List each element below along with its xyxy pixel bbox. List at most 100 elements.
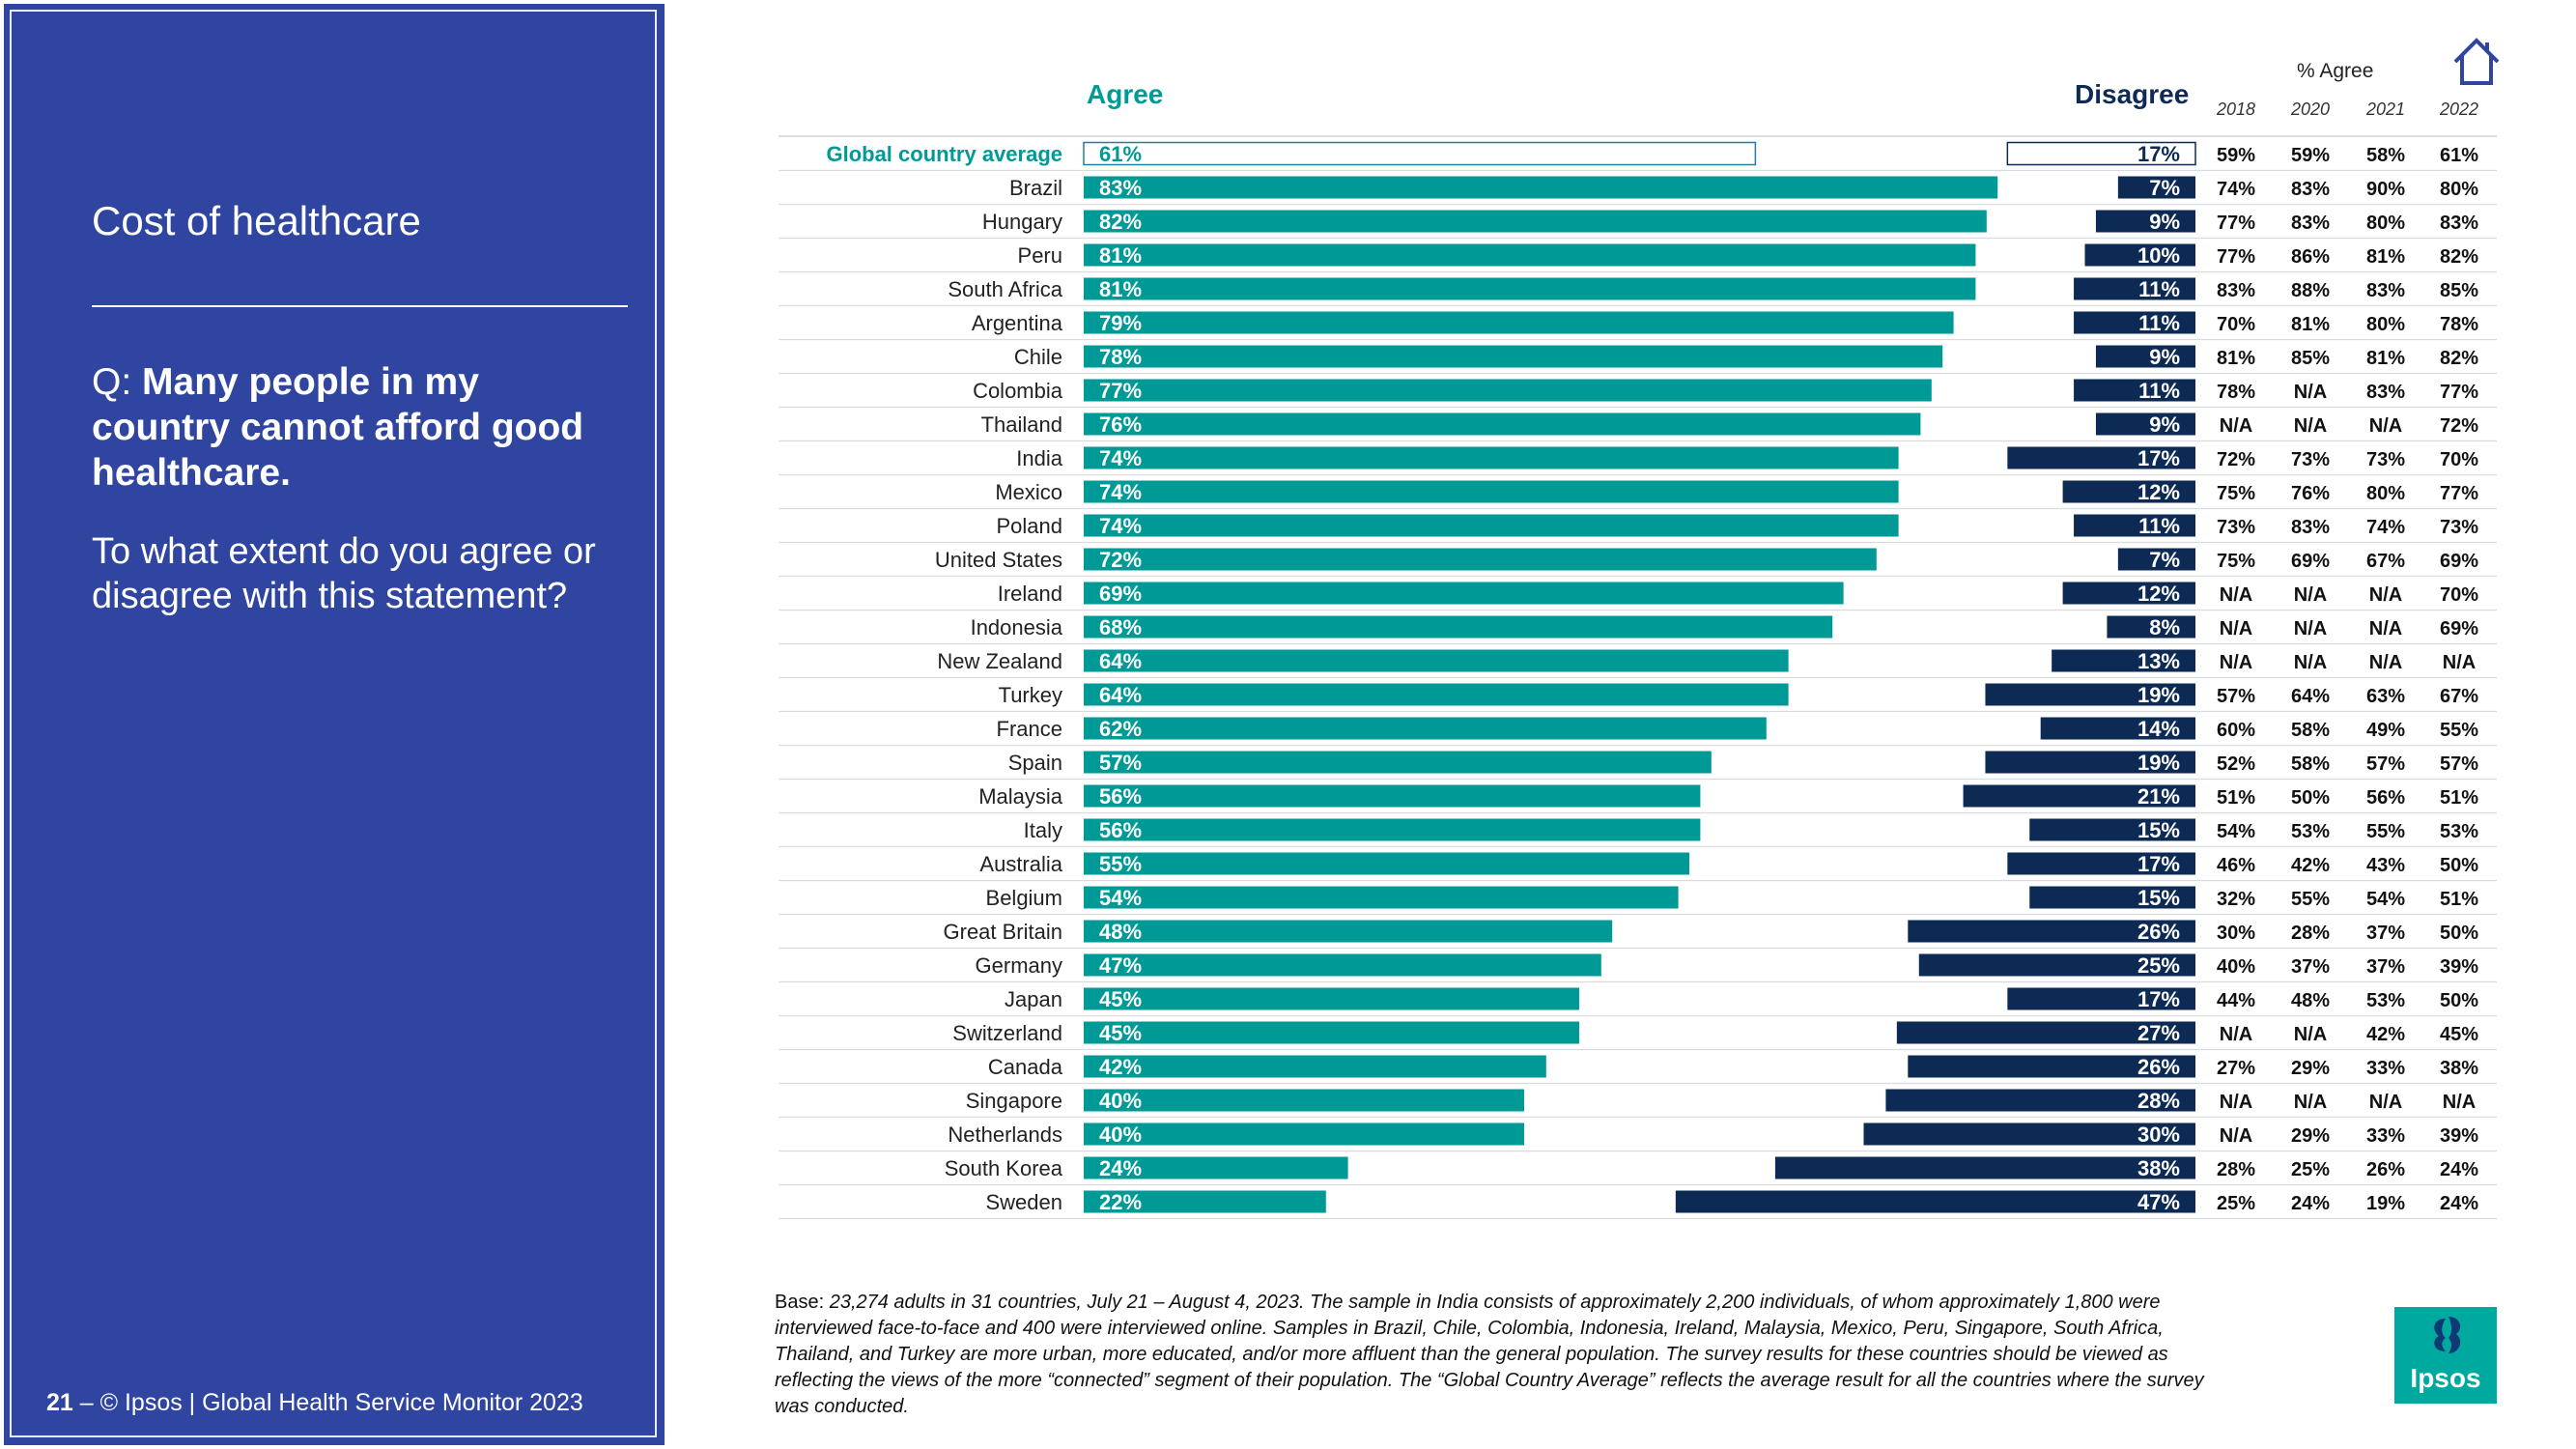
agree-value-label: 42% bbox=[1099, 1055, 1142, 1079]
trend-value-2021: 80% bbox=[2366, 314, 2405, 335]
disagree-value-label: 26% bbox=[2137, 1055, 2180, 1079]
sidebar-divider bbox=[92, 305, 628, 307]
country-label: Turkey bbox=[999, 683, 1062, 707]
trend-value-2018: N/A bbox=[2220, 584, 2252, 606]
disagree-bar bbox=[2007, 852, 2195, 875]
question-text: Q: Many people in my country cannot affo… bbox=[92, 359, 594, 496]
country-label: South Korea bbox=[945, 1156, 1063, 1180]
trend-value-2018: 60% bbox=[2217, 720, 2255, 741]
trend-value-2020: 25% bbox=[2291, 1159, 2330, 1180]
disagree-value-label: 9% bbox=[2149, 412, 2180, 437]
trend-value-2021: 58% bbox=[2366, 145, 2405, 166]
trend-value-2020: 83% bbox=[2291, 179, 2330, 200]
agree-bar bbox=[1084, 277, 1976, 300]
trend-value-2022: 24% bbox=[2440, 1193, 2478, 1214]
agree-value-label: 81% bbox=[1099, 277, 1142, 301]
disagree-value-label: 17% bbox=[2137, 142, 2180, 166]
trend-value-2020: 28% bbox=[2291, 923, 2330, 944]
disagree-bar bbox=[1675, 1190, 2195, 1213]
trend-value-2022: 70% bbox=[2440, 449, 2478, 470]
question-bold: Many people in my country cannot afford … bbox=[92, 361, 584, 494]
trend-value-2021: 81% bbox=[2366, 348, 2405, 369]
trend-value-2020: 48% bbox=[2291, 990, 2330, 1011]
disagree-bar bbox=[2117, 548, 2195, 571]
country-label: Colombia bbox=[973, 379, 1063, 403]
trend-value-2018: 83% bbox=[2217, 280, 2255, 301]
trend-value-2018: 28% bbox=[2217, 1159, 2255, 1180]
trend-value-2021: N/A bbox=[2369, 618, 2402, 639]
agree-value-label: 56% bbox=[1099, 818, 1142, 842]
agree-bar bbox=[1083, 141, 1757, 166]
trend-value-2018: 73% bbox=[2217, 517, 2255, 538]
trend-value-2018: 27% bbox=[2217, 1058, 2255, 1079]
home-icon[interactable] bbox=[2451, 37, 2502, 87]
agree-value-label: 22% bbox=[1099, 1190, 1142, 1214]
disagree-value-label: 19% bbox=[2137, 751, 2180, 775]
disagree-bar bbox=[1774, 1156, 2195, 1179]
country-label: Thailand bbox=[981, 412, 1062, 437]
agree-value-label: 56% bbox=[1099, 784, 1142, 809]
country-label: Germany bbox=[976, 953, 1062, 978]
agree-value-label: 74% bbox=[1099, 480, 1142, 504]
trend-value-2018: 57% bbox=[2217, 686, 2255, 707]
agree-value-label: 79% bbox=[1099, 311, 1142, 335]
disagree-value-label: 11% bbox=[2138, 311, 2180, 335]
disagree-bar bbox=[1896, 1021, 2195, 1044]
year-header-2021: 2021 bbox=[2365, 99, 2406, 119]
agree-bar bbox=[1084, 920, 1613, 943]
agree-bar bbox=[1084, 1122, 1524, 1146]
trend-value-2020: 83% bbox=[2291, 517, 2330, 538]
trend-value-2018: N/A bbox=[2220, 1092, 2252, 1113]
page-number: 21 bbox=[46, 1389, 73, 1416]
agree-value-label: 69% bbox=[1099, 582, 1142, 606]
trend-value-2020: 58% bbox=[2291, 720, 2330, 741]
disagree-bar bbox=[1885, 1089, 2195, 1112]
trend-value-2021: 80% bbox=[2366, 213, 2405, 234]
agree-bar bbox=[1084, 345, 1943, 368]
disagree-value-label: 14% bbox=[2137, 717, 2180, 741]
trend-value-2021: 33% bbox=[2366, 1125, 2405, 1147]
agree-value-label: 47% bbox=[1099, 953, 1142, 978]
trend-value-2021: 43% bbox=[2366, 855, 2405, 876]
trend-value-2018: 59% bbox=[2217, 145, 2255, 166]
trend-value-2020: 69% bbox=[2291, 551, 2330, 572]
disagree-value-label: 26% bbox=[2137, 920, 2180, 944]
trend-value-2018: 81% bbox=[2217, 348, 2255, 369]
trend-header: % Agree bbox=[2297, 60, 2374, 82]
trend-value-2021: 54% bbox=[2366, 889, 2405, 910]
agree-bar bbox=[1084, 987, 1579, 1010]
trend-value-2022: 69% bbox=[2440, 551, 2478, 572]
agree-bar bbox=[1084, 379, 1932, 402]
disagree-value-label: 21% bbox=[2137, 784, 2180, 809]
agree-value-label: 61% bbox=[1099, 142, 1142, 166]
disagree-value-label: 12% bbox=[2137, 582, 2180, 606]
country-label: Switzerland bbox=[952, 1021, 1062, 1045]
disagree-bar bbox=[2095, 345, 2195, 368]
ipsos-logo: Ipsos bbox=[2394, 1307, 2497, 1404]
country-label: Poland bbox=[996, 514, 1062, 538]
trend-value-2022: 78% bbox=[2440, 314, 2478, 335]
trend-value-2022: N/A bbox=[2443, 1092, 2476, 1113]
trend-value-2022: 50% bbox=[2440, 855, 2478, 876]
country-label: Singapore bbox=[966, 1089, 1062, 1113]
disagree-bar bbox=[1908, 920, 2195, 943]
trend-value-2022: 82% bbox=[2440, 348, 2478, 369]
agree-bar bbox=[1084, 649, 1789, 672]
trend-value-2020: N/A bbox=[2294, 652, 2327, 673]
country-label: Netherlands bbox=[948, 1122, 1062, 1147]
trend-value-2018: 77% bbox=[2217, 246, 2255, 268]
trend-value-2020: N/A bbox=[2294, 618, 2327, 639]
agree-bar bbox=[1084, 514, 1899, 537]
country-label: Great Britain bbox=[944, 920, 1063, 944]
agree-bar bbox=[1084, 886, 1679, 909]
disagree-bar bbox=[1963, 784, 2195, 808]
trend-value-2021: N/A bbox=[2369, 652, 2402, 673]
disagree-bar bbox=[2006, 141, 2196, 166]
year-header-2018: 2018 bbox=[2216, 99, 2256, 119]
disagree-value-label: 28% bbox=[2137, 1089, 2180, 1113]
agree-bar bbox=[1084, 852, 1689, 875]
trend-value-2022: 51% bbox=[2440, 889, 2478, 910]
trend-value-2021: 49% bbox=[2366, 720, 2405, 741]
disagree-bar bbox=[2029, 818, 2195, 841]
trend-value-2018: 54% bbox=[2217, 821, 2255, 842]
